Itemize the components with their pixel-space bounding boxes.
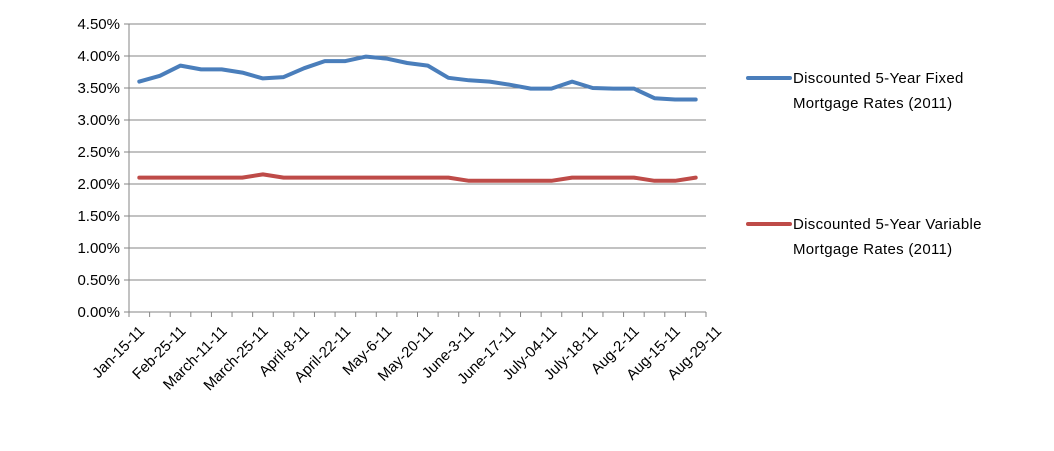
series-line-fixed — [137, 54, 698, 102]
gridlines — [129, 23, 706, 281]
y-tick-label: 3.00% — [77, 112, 120, 129]
y-tick-label: 3.50% — [77, 80, 120, 97]
y-tick-label: 4.00% — [77, 48, 120, 65]
legend-label-fixed: Discounted 5-Year Fixed — [793, 70, 964, 87]
y-tick-label: 1.00% — [77, 240, 120, 257]
axes — [124, 23, 707, 317]
legend: Discounted 5-Year Fixed Mortgage Rates (2… — [746, 70, 982, 258]
y-tick-labels: 0.00% 0.50% 1.00% 1.50% 2.00% 2.50% 3.00% 3.50%… — [77, 16, 120, 321]
series-line-variable — [137, 172, 698, 183]
y-tick-label: 2.00% — [77, 176, 120, 193]
y-tick-label: 2.50% — [77, 144, 120, 161]
y-tick-label: 0.00% — [77, 304, 120, 321]
legend-label-variable: Discounted 5-Year Variable — [793, 216, 982, 233]
y-tick-label: 1.50% — [77, 208, 120, 225]
y-tick-label: 0.50% — [77, 272, 120, 289]
y-tick-label: 4.50% — [77, 16, 120, 33]
series-lines — [137, 54, 698, 183]
legend-label-fixed: Mortgage Rates (2011) — [793, 95, 952, 112]
legend-label-variable: Mortgage Rates (2011) — [793, 241, 952, 258]
x-tick-labels: Jan-15-11Feb-25-11March-11-11March-25-11… — [89, 323, 725, 394]
